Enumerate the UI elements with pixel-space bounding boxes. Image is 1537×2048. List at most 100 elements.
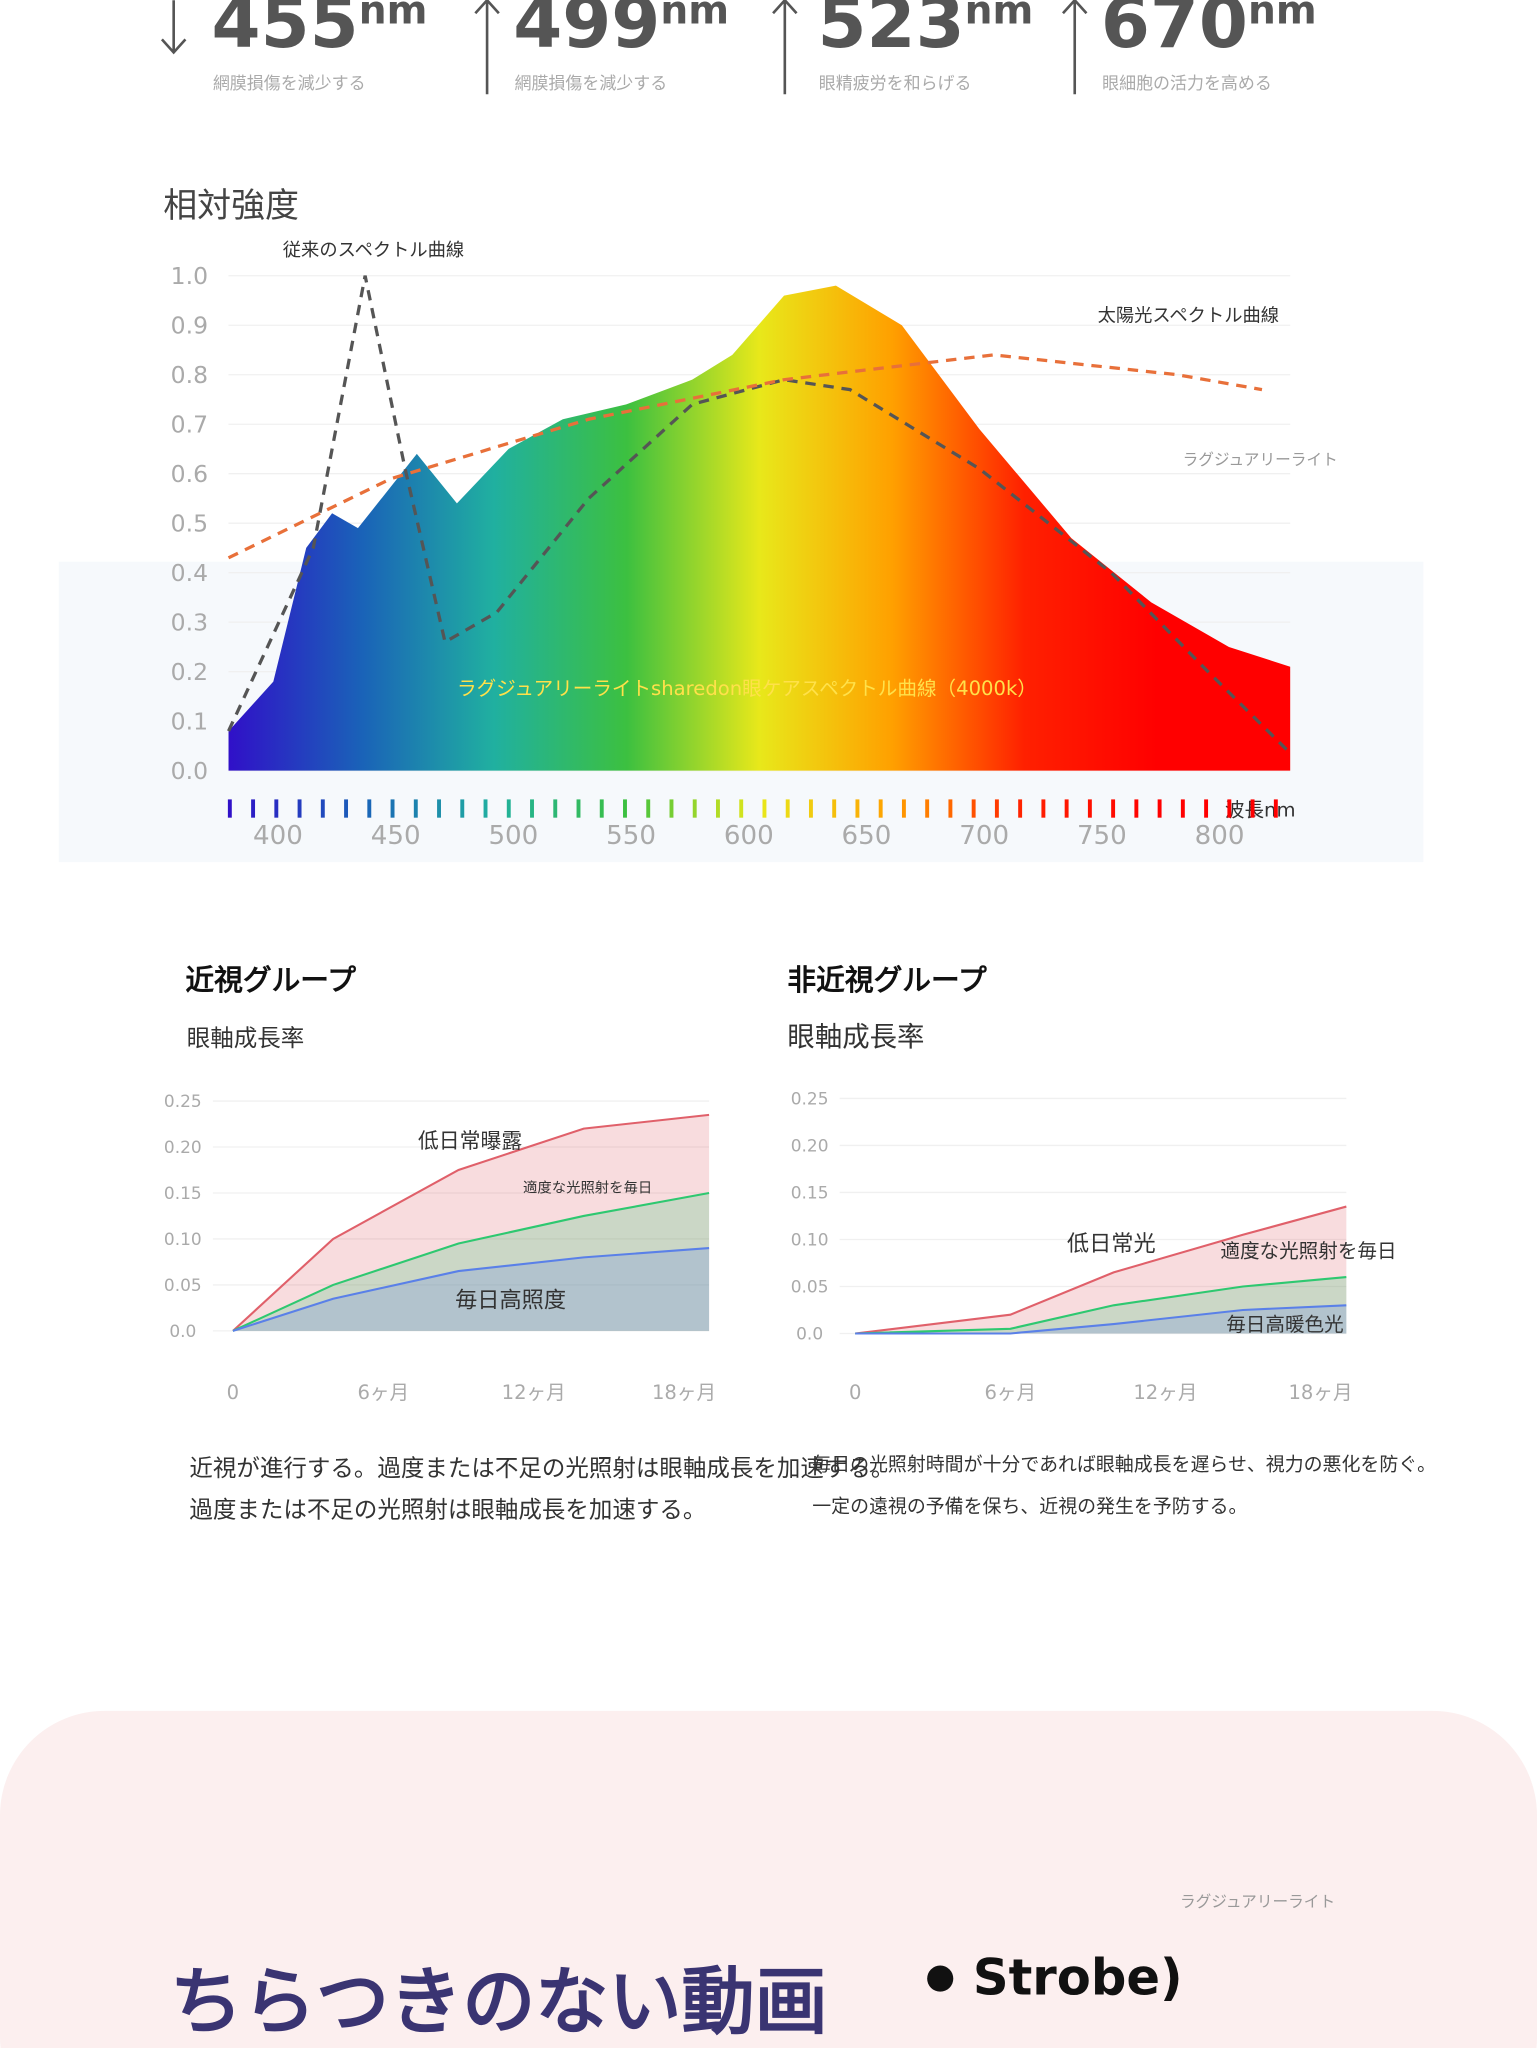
series-label: 毎日高照度: [455, 1287, 566, 1313]
x-tick-label: 6ヶ月: [984, 1381, 1036, 1404]
spectrum-strip: [832, 799, 837, 818]
spectrum-strip: [855, 799, 860, 818]
spectrum-strip: [808, 799, 813, 818]
x-tick-label: 500: [488, 821, 538, 851]
series-line: [227, 275, 1289, 752]
strobe-label: Strobe): [973, 1948, 1183, 2006]
spectrum-strip: [483, 799, 488, 818]
spectrum-strip: [878, 799, 883, 818]
series-area: [232, 1192, 710, 1331]
series-label: 従来のスペクトル曲線: [283, 240, 464, 261]
spectrum-strip: [1227, 799, 1232, 818]
spectrum-strip: [320, 799, 325, 818]
spectrum-strip: [1064, 799, 1069, 818]
wavelength-caption: 眼細胞の活力を高める: [1102, 74, 1272, 94]
spectrum-strip: [390, 799, 395, 818]
x-tick-label: 18ヶ月: [1288, 1381, 1352, 1404]
y-tick-label: 0.0: [171, 757, 208, 785]
x-tick-label: 650: [842, 821, 892, 851]
series-line: [232, 1191, 710, 1332]
wavelength-unit: nm: [359, 0, 428, 34]
y-tick-label: 0.10: [791, 1231, 829, 1251]
x-tick-label: 6ヶ月: [357, 1381, 409, 1404]
spectrum-area: [228, 285, 1291, 771]
series-label: 太陽光スペクトル曲線: [1098, 305, 1279, 326]
spectrum-strip: [367, 799, 372, 818]
x-tick-label: 600: [724, 821, 774, 851]
paragraph: 近視が進行する。過度または不足の光照射は眼軸成長を加速する。: [189, 1454, 894, 1482]
x-tick-label: 400: [253, 821, 303, 851]
spectrum-strip: [716, 799, 720, 818]
spectrum-strip: [506, 799, 511, 818]
section-caption: ラグジュアリーライト: [1180, 1892, 1335, 1911]
x-axis-label: 波長nm: [1225, 798, 1296, 821]
wavelength-unit: nm: [660, 0, 729, 34]
spectrum-strip: [1111, 799, 1116, 818]
section-background: [0, 1710, 1537, 2048]
wavelength-value: 499: [513, 0, 660, 64]
spectrum-strip: [297, 799, 302, 818]
spectrum-strip: [948, 799, 953, 818]
y-tick-label: 0.05: [164, 1276, 202, 1296]
x-tick-label: 800: [1195, 821, 1245, 851]
paragraph: 過度または不足の光照射は眼軸成長を加速する。: [189, 1496, 706, 1524]
x-tick-label: 700: [959, 821, 1009, 851]
spectrum-strip: [669, 799, 674, 818]
spectrum-strip: [739, 799, 744, 818]
spectrum-strip: [437, 799, 441, 818]
series-label: ラグジュアリーライトsharedon眼ケアスペクトル曲線（4000k）: [457, 677, 1037, 700]
y-tick-label: 0.8: [171, 361, 208, 389]
series-line: [227, 353, 1263, 560]
chart-subtitle: 眼軸成長率: [787, 1022, 924, 1053]
x-tick-label: 12ヶ月: [502, 1381, 566, 1404]
spectrum-strip: [1180, 799, 1185, 818]
wavelength-value: 523: [817, 0, 964, 64]
series-area: [232, 1114, 710, 1331]
paragraph: 毎日の光照射時間が十分であれば眼軸成長を遅らせ、視力の悪化を防ぐ。: [812, 1454, 1436, 1476]
arrow-down: [160, 0, 187, 55]
spectrum-strip: [413, 799, 418, 818]
strobe-icon: [927, 1965, 954, 1992]
series-label: 毎日高暖色光: [1226, 1313, 1343, 1336]
spectrum-strip: [994, 799, 999, 818]
spectrum-strip: [530, 799, 534, 818]
spectrum-strip: [344, 799, 349, 818]
spectrum-strip: [576, 799, 581, 818]
spectrum-strip: [692, 799, 697, 818]
spectrum-strip: [227, 799, 232, 818]
spectrum-strip: [623, 799, 627, 818]
y-tick-label: 0.1: [171, 708, 208, 736]
y-tick-label: 0.2: [171, 658, 208, 686]
y-tick-label: 0.20: [791, 1137, 829, 1157]
wavelength-caption: 網膜損傷を減少する: [515, 74, 668, 94]
wavelength: 455nm: [212, 0, 428, 64]
x-tick-label: 750: [1077, 821, 1127, 851]
spectrum-strip: [251, 799, 256, 818]
x-tick-label: 0: [227, 1381, 239, 1404]
y-tick-label: 0.3: [171, 609, 208, 637]
x-tick-label: 450: [371, 821, 421, 851]
y-tick-label: 0.25: [164, 1092, 202, 1112]
series-label: 低日常光: [1067, 1231, 1156, 1257]
y-tick-label: 0.10: [164, 1230, 202, 1250]
y-axis-label: 相対強度: [163, 186, 299, 226]
series-area: [855, 1206, 1347, 1334]
series-label: 低日常曝露: [418, 1129, 522, 1153]
paragraph: 一定の遠視の予備を保ち、近視の発生を予防する。: [812, 1495, 1247, 1517]
section-heading: ちらつきのない動画: [170, 1960, 828, 2045]
chart-title: 非近視グループ: [787, 963, 987, 997]
x-tick-label: 18ヶ月: [652, 1381, 716, 1404]
x-tick-label: 12ヶ月: [1133, 1381, 1197, 1404]
chart-title: 近視グループ: [185, 963, 356, 997]
wavelength-value: 455: [212, 0, 359, 64]
series-area: [232, 1248, 710, 1331]
series-line: [855, 1276, 1347, 1335]
series-line: [855, 1304, 1347, 1335]
spectrum-strip: [1157, 799, 1162, 818]
series-label: 適度な光照射を毎日: [523, 1178, 652, 1196]
arrow-up: [772, 0, 798, 95]
wavelength: 670nm: [1101, 0, 1317, 64]
